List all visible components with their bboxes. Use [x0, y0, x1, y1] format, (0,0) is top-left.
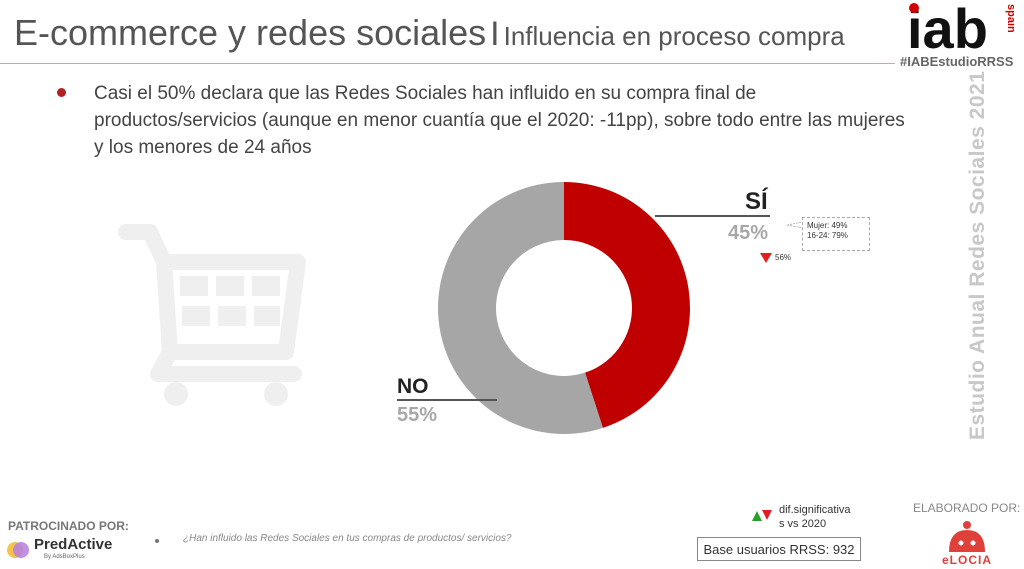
prev-year-value: 56%: [775, 253, 792, 262]
sig-line-2: s vs 2020: [779, 518, 827, 530]
side-study-label: Estudio Anual Redes Sociales 2021: [966, 70, 989, 440]
sponsor-subtext: By AdsBoxPlus: [44, 554, 85, 560]
logo-dot: [909, 3, 919, 13]
logo-text: iab: [907, 0, 988, 55]
bullet-icon: [57, 88, 66, 97]
decrease-arrow-icon: [760, 253, 772, 263]
note-pointer: [787, 221, 803, 229]
title-divider: [0, 63, 895, 64]
title-subtitle: Influencia en proceso compra: [503, 21, 845, 51]
significance-arrows-icon: [752, 510, 772, 521]
title-separator: I: [490, 15, 500, 53]
survey-question: ¿Han influido las Redes Sociales en tus …: [183, 533, 512, 544]
sponsor-label: PATROCINADO POR:: [8, 519, 129, 533]
hashtag: #IABEstudioRRSS: [900, 54, 1014, 69]
made-by-label: ELABORADO POR:: [913, 501, 1021, 515]
predactive-icon: [7, 542, 29, 558]
elocia-text: eLOCIA: [942, 553, 992, 566]
slice-value-si: 45%: [728, 222, 769, 244]
slice-value-no: 55%: [397, 404, 438, 426]
significance-legend: dif.significativa s vs 2020: [779, 503, 851, 531]
predactive-logo: PredActive By AdsBoxPlus: [6, 536, 116, 564]
slice-label-si: SÍ: [745, 188, 768, 215]
shopping-cart-icon: [118, 224, 306, 406]
question-bullet-icon: [155, 539, 159, 543]
logo-subtext: spain: [1005, 4, 1015, 33]
sponsor-name: PredActive: [34, 536, 113, 553]
slice-label-no: NO: [397, 375, 429, 398]
iab-spain-logo: iab spain: [907, 0, 1015, 55]
donut-slice-si: [564, 182, 690, 428]
title-main: E-commerce y redes sociales: [14, 12, 487, 53]
si-leader-line: [655, 215, 770, 217]
no-leader-line: [397, 399, 497, 401]
note-line-2: 16-24: 79%: [807, 231, 848, 240]
page-title: E-commerce y redes sociales I Influencia e…: [14, 12, 845, 54]
base-sample-box: Base usuarios RRSS: 932: [697, 537, 861, 561]
donut-slice-no: [437, 182, 603, 434]
bullet-text: Casi el 50% declara que las Redes Social…: [94, 83, 905, 158]
callout-note: Mujer: 49% 16-24: 79%: [802, 217, 870, 251]
sig-line-1: dif.significativa: [779, 504, 851, 516]
elocia-logo: eLOCIA: [942, 521, 992, 566]
donut-chart: [437, 182, 690, 434]
note-line-1: Mujer: 49%: [807, 221, 848, 230]
